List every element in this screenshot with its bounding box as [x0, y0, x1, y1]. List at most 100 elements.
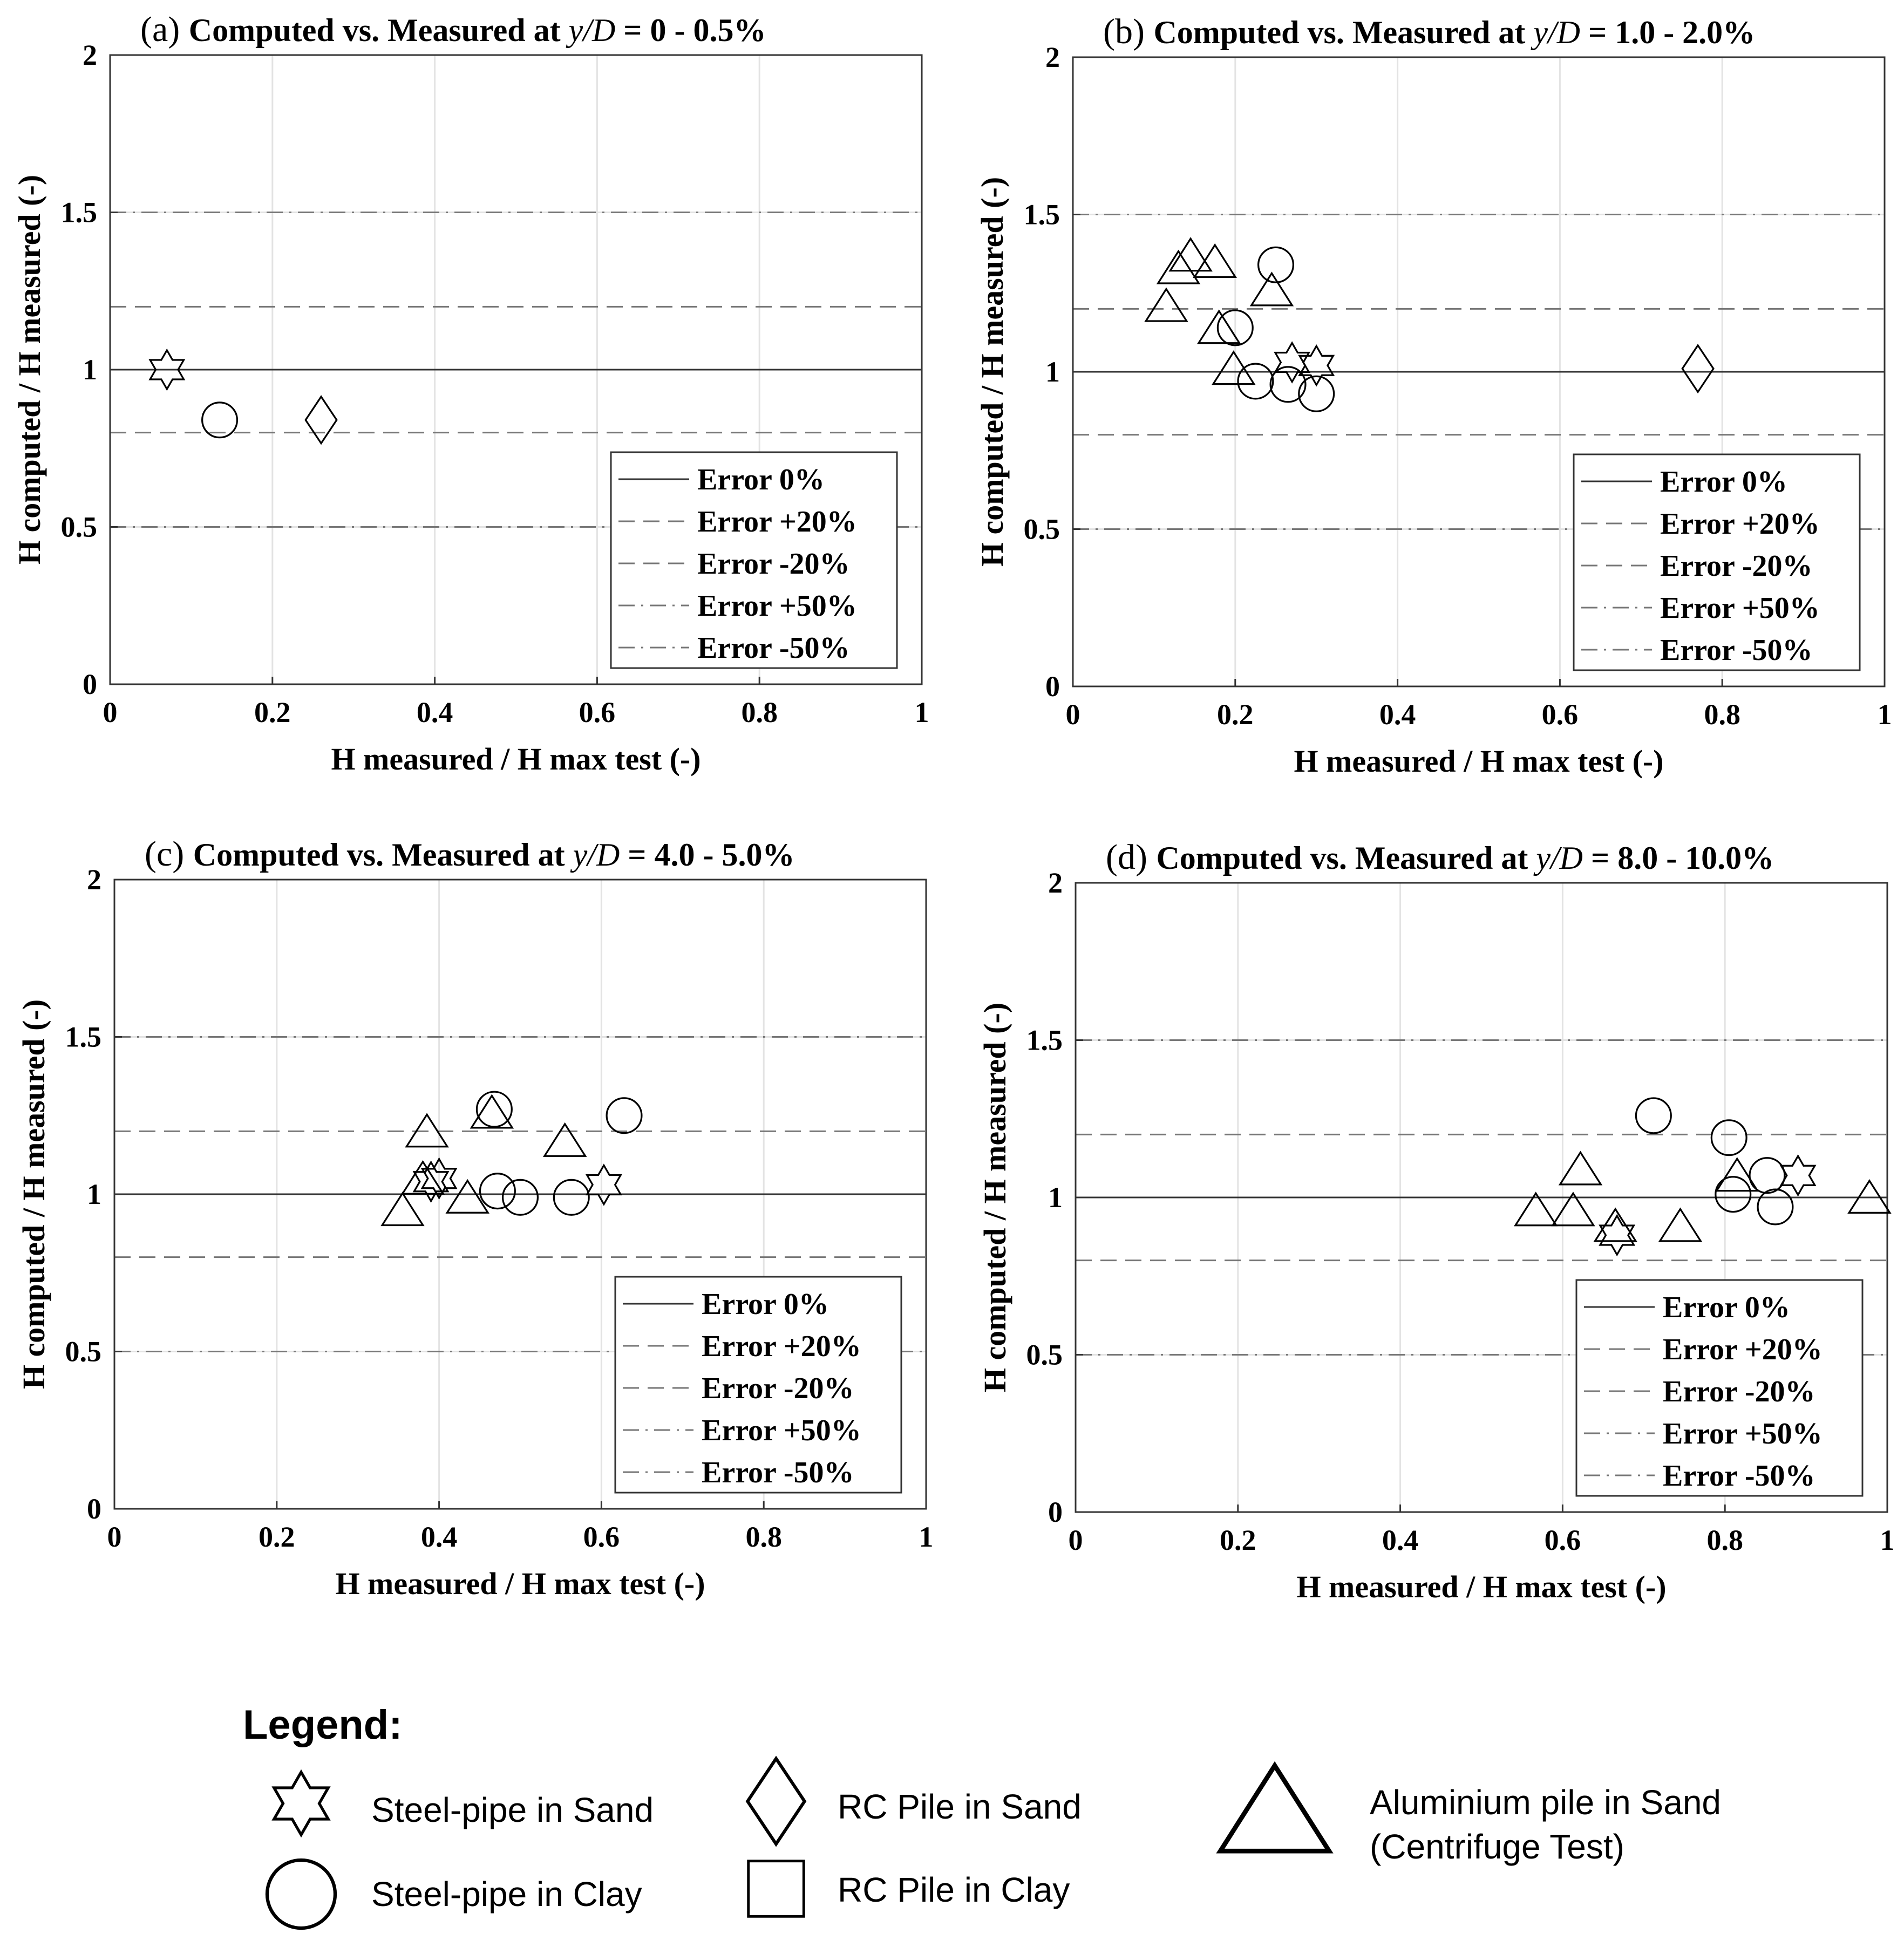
data-point-star	[420, 1157, 458, 1200]
legend-entry-label: Error +50%	[702, 1414, 861, 1447]
y-tick-label: 1	[83, 353, 97, 386]
error-legend: Error 0% Error +20% Error -20% Error +50% Er…	[1575, 1279, 1864, 1497]
x-tick-label: 1	[915, 696, 929, 729]
data-point-circle	[553, 1179, 590, 1216]
x-tick-label: 0.2	[1217, 698, 1254, 731]
legend-entry-label: Error -20%	[1660, 549, 1813, 583]
y-tick-label: 0.5	[65, 1336, 102, 1368]
y-tick-label: 0	[1048, 1496, 1063, 1528]
data-point-circle	[1710, 1119, 1747, 1156]
legend-entry-label: Error +50%	[1663, 1417, 1823, 1451]
legend-entry-label: Error -20%	[1663, 1375, 1815, 1408]
data-point-triangle	[1715, 1157, 1759, 1192]
data-point-triangle	[1249, 271, 1294, 307]
x-tick-label: 0.8	[745, 1521, 782, 1553]
legend-box	[614, 1276, 902, 1494]
y-axis-label: H computed / H measured (-)	[16, 999, 51, 1389]
data-point-triangle	[1558, 1150, 1603, 1186]
error-legend: Error 0% Error +20% Error -20% Error +50% Er…	[614, 1276, 902, 1494]
x-tick-label: 0.4	[1379, 698, 1416, 731]
bottom-legend-title: Legend:	[243, 1702, 403, 1748]
legend-entry-label: Error +20%	[1663, 1333, 1823, 1366]
data-point-triangle	[470, 1094, 514, 1129]
error-legend: Error 0% Error +20% Error -20% Error +50% Er…	[1573, 453, 1861, 671]
legend-entry-label: Error 0%	[1663, 1291, 1790, 1324]
data-point-star	[585, 1163, 622, 1206]
chart-panel-c: 0 0.2 0.4 0.6 0.8 1 0 0.5 1 1.5 2 H measured / H ma…	[16, 834, 934, 1601]
triangle-icon	[1216, 1761, 1334, 1854]
x-tick-label: 0.8	[741, 696, 778, 729]
legend-entry-label: Error 0%	[702, 1288, 829, 1321]
data-point-triangle	[1196, 309, 1241, 344]
legend-entry-label: Error 0%	[1660, 465, 1787, 499]
panel-letter: (c)	[145, 834, 193, 874]
data-point-circle	[1757, 1188, 1794, 1226]
data-point-triangle	[405, 1113, 449, 1148]
data-point-triangle	[1144, 287, 1188, 322]
x-tick-label: 1	[919, 1521, 934, 1553]
legend-entry-label: Error -50%	[702, 1456, 854, 1489]
data-point-star	[1298, 344, 1335, 387]
x-tick-label: 0	[1066, 698, 1080, 731]
data-point-circle	[606, 1097, 643, 1134]
data-point-diamond	[304, 395, 338, 445]
legend-entry-label: Error +50%	[697, 589, 857, 623]
x-tick-label: 0	[103, 696, 118, 729]
data-point-triangle	[380, 1192, 425, 1227]
data-point-circle	[1237, 363, 1274, 400]
title-variable: y/D	[566, 12, 616, 48]
panel-letter: (a)	[140, 10, 189, 49]
x-tick-label: 0	[1069, 1524, 1083, 1556]
data-point-triangle	[1156, 249, 1201, 284]
x-tick-label: 0.4	[417, 696, 453, 729]
x-tick-label: 0.2	[1220, 1524, 1256, 1556]
x-tick-label: 1	[1878, 698, 1892, 731]
legend-entry-label: Error +20%	[702, 1330, 861, 1363]
x-tick-label: 0.6	[583, 1521, 620, 1553]
legend-entry-label: Error -20%	[697, 547, 850, 581]
x-tick-label: 0.2	[254, 696, 291, 729]
y-tick-label: 2	[83, 39, 97, 71]
diamond-icon	[745, 1755, 807, 1847]
data-point-circle	[501, 1179, 539, 1216]
data-point-triangle	[1658, 1207, 1703, 1242]
y-axis-label: H computed / H measured (-)	[12, 175, 47, 564]
bottom-legend: Legend: Steel-pipe in Sand Steel-pipe in C…	[243, 1702, 1721, 1930]
data-point-circle	[201, 401, 239, 439]
title-suffix: = 1.0 - 2.0%	[1580, 15, 1755, 50]
bottom-legend-label: RC Pile in Clay	[838, 1870, 1070, 1909]
panel-letter: (d)	[1106, 838, 1156, 877]
bottom-legend-label: Steel-pipe in Clay	[371, 1875, 642, 1914]
bottom-legend-item: Aluminium pile in Sand (Centrifuge Test)	[1216, 1761, 1721, 1866]
y-axis-label: H computed / H measured (-)	[977, 1003, 1012, 1392]
data-point-circle	[1216, 309, 1254, 346]
legend-entry-label: Error -50%	[1663, 1459, 1815, 1493]
y-tick-label: 0	[87, 1493, 101, 1525]
title-prefix: Computed vs. Measured at	[189, 12, 569, 48]
y-tick-label: 1.5	[1026, 1024, 1063, 1057]
panel-title: (b) Computed vs. Measured at y/D = 1.0 -…	[1103, 12, 1755, 51]
chart-panel-d: 0 0.2 0.4 0.6 0.8 1 0 0.5 1 1.5 2 H measured / H ma…	[977, 838, 1895, 1604]
chart-panel-a: 0 0.2 0.4 0.6 0.8 1 0 0.5 1 1.5 2 H measured / H ma…	[12, 10, 929, 777]
y-tick-label: 0.5	[1026, 1339, 1063, 1371]
x-tick-label: 1	[1880, 1524, 1895, 1556]
y-tick-label: 1.5	[1024, 199, 1060, 231]
panel-title: (d) Computed vs. Measured at y/D = 8.0 -…	[1106, 838, 1774, 877]
title-prefix: Computed vs. Measured at	[193, 837, 573, 873]
x-tick-label: 0.6	[579, 696, 616, 729]
bottom-legend-label: Steel-pipe in Sand	[371, 1791, 654, 1829]
title-variable: y/D	[1533, 840, 1583, 876]
bottom-legend-item: Steel-pipe in Sand	[271, 1769, 654, 1838]
y-tick-label: 1.5	[65, 1021, 102, 1053]
data-point-circle	[475, 1091, 513, 1128]
legend-box	[1575, 1279, 1864, 1497]
x-tick-label: 0.8	[1704, 698, 1740, 731]
x-axis-label: H measured / H max test (-)	[1294, 744, 1663, 779]
error-legend: Error 0% Error +20% Error -20% Error +50% Er…	[610, 451, 898, 669]
bottom-legend-item: Steel-pipe in Clay	[265, 1858, 642, 1930]
data-point-triangle	[1193, 243, 1237, 278]
y-tick-label: 1	[1048, 1181, 1063, 1214]
legend-box	[1573, 453, 1861, 671]
data-point-triangle	[1551, 1192, 1595, 1227]
x-tick-label: 0.8	[1706, 1524, 1743, 1556]
